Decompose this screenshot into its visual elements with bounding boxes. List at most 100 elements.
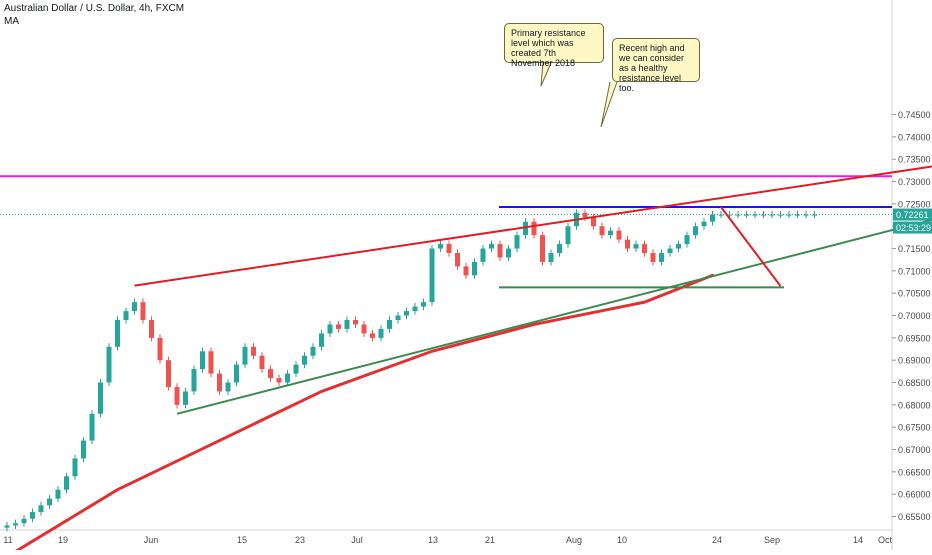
candle-body <box>455 253 460 266</box>
candle-body <box>370 333 375 337</box>
candle-body <box>642 244 647 253</box>
symbol-title[interactable]: Australian Dollar / U.S. Dollar, 4h, FXC… <box>4 3 184 14</box>
time-tick-label: Jun <box>144 535 159 545</box>
time-tick-label: 13 <box>428 535 438 545</box>
callout-recent-high[interactable]: Recent high and we can consider as a hea… <box>612 38 700 82</box>
candle-body <box>413 307 418 311</box>
candle-body <box>464 266 469 275</box>
candle-body <box>132 302 137 311</box>
time-tick-label: 14 <box>853 535 863 545</box>
drawing-tools <box>0 63 932 550</box>
candle-body <box>115 320 120 347</box>
time-tick-label: 21 <box>485 535 495 545</box>
candle-body <box>447 244 452 253</box>
candle-body <box>251 347 256 356</box>
candle-body <box>73 458 78 476</box>
price-tick-label: 0.74500 <box>898 110 931 120</box>
candle-body <box>515 235 520 248</box>
price-tick-label: 0.74000 <box>898 132 931 142</box>
price-tick-label: 0.71500 <box>898 244 931 254</box>
candle-body <box>498 244 503 257</box>
time-tick-label: 10 <box>617 535 627 545</box>
candle-body <box>336 324 341 328</box>
candle-body <box>13 523 18 525</box>
price-tick-label: 0.66000 <box>898 490 931 500</box>
time-tick-label: Jul <box>351 535 363 545</box>
price-tick-label: 0.69000 <box>898 356 931 366</box>
candle-body <box>489 244 494 248</box>
candle-body <box>328 324 333 333</box>
candle-body <box>175 387 180 405</box>
candle-body <box>608 231 613 235</box>
candle-body <box>387 320 392 329</box>
candle-body <box>192 369 197 391</box>
price-tick-label: 0.68500 <box>898 378 931 388</box>
candle-body <box>625 240 630 249</box>
price-series <box>5 209 818 531</box>
current-price-text: 0.72261 <box>896 210 929 220</box>
candle-body <box>30 512 35 519</box>
candle-body <box>90 414 95 441</box>
candle-body <box>362 324 367 333</box>
candle-body <box>549 253 554 262</box>
candle-body <box>234 365 239 383</box>
time-tick-label: Aug <box>566 535 582 545</box>
time-tick-label: Sep <box>764 535 780 545</box>
candle-body <box>634 244 639 248</box>
candle-body <box>404 311 409 315</box>
candle-body <box>39 505 44 512</box>
price-tick-label: 0.68000 <box>898 400 931 410</box>
candle-body <box>600 226 605 235</box>
candle-body <box>557 244 562 253</box>
price-tick-label: 0.67000 <box>898 445 931 455</box>
candle-body <box>141 302 146 320</box>
projection-path <box>721 207 781 286</box>
time-tick-label: Oct <box>878 535 893 545</box>
candle-body <box>668 249 673 253</box>
candle-body <box>345 320 350 329</box>
candle-body <box>226 383 231 392</box>
candle-body <box>243 347 248 365</box>
candle-body <box>430 249 435 303</box>
candle-body <box>158 338 163 360</box>
price-tick-label: 0.71000 <box>898 266 931 276</box>
price-tick-label: 0.70000 <box>898 311 931 321</box>
candle-body <box>651 253 656 262</box>
candle-body <box>200 351 205 369</box>
price-tick-label: 0.65500 <box>898 512 931 522</box>
candle-body <box>702 222 707 226</box>
candle-body <box>22 519 27 523</box>
callout-primary-resistance[interactable]: Primary resistance level which was creat… <box>504 23 604 63</box>
candle-body <box>472 262 477 275</box>
candle-body <box>506 249 511 258</box>
price-tick-label: 0.73000 <box>898 177 931 187</box>
candle-body <box>302 356 307 365</box>
price-tick-label: 0.70500 <box>898 289 931 299</box>
candle-body <box>149 320 154 338</box>
candle-body <box>438 244 443 248</box>
candle-body <box>676 244 681 248</box>
candle-body <box>532 222 537 235</box>
candle-body <box>421 302 426 306</box>
candle-body <box>311 347 316 356</box>
candle-body <box>693 226 698 235</box>
price-tick-label: 0.73500 <box>898 155 931 165</box>
time-tick-label: 23 <box>295 535 305 545</box>
candle-body <box>5 525 10 527</box>
candle-body <box>64 476 69 489</box>
time-tick-label: 15 <box>237 535 247 545</box>
countdown-text: 02:53:29 <box>896 223 931 233</box>
candle-body <box>379 329 384 338</box>
candle-body <box>540 235 545 262</box>
candle-body <box>481 249 486 262</box>
candle-body <box>47 499 52 506</box>
candle-body <box>685 235 690 244</box>
indicator-label[interactable]: MA <box>4 16 19 27</box>
candle-body <box>277 378 282 382</box>
candle-body <box>396 316 401 320</box>
time-tick-label: 11 <box>3 535 12 545</box>
candle-body <box>209 351 214 373</box>
